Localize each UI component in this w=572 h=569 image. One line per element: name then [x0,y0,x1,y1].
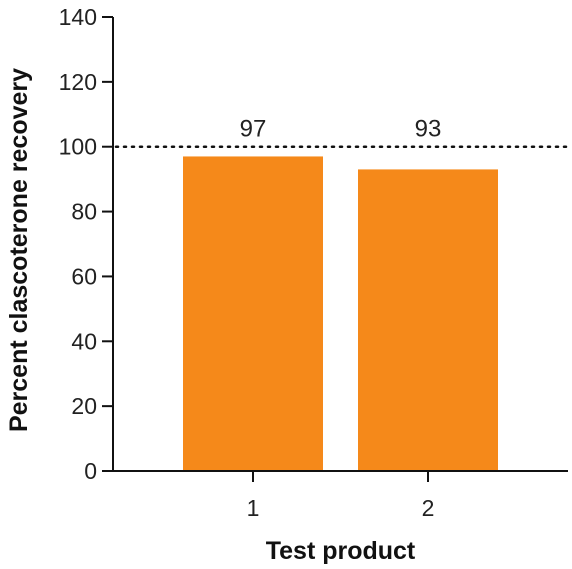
data-label-1: 97 [240,116,267,143]
data-labels: 97 93 [240,116,442,143]
x-axis-title: Test product [266,537,416,565]
bar-2 [358,169,498,471]
y-tick-label: 80 [71,199,97,225]
y-tick-label: 40 [71,328,97,354]
bars [183,156,498,471]
bar-1 [183,156,323,471]
y-tick-label: 60 [71,263,97,289]
y-tick-label: 20 [71,393,97,419]
y-axis-ticks: 0 20 40 60 80 100 120 140 [59,4,113,484]
data-label-2: 93 [415,116,442,143]
y-axis-title: Percent clascoterone recovery [5,68,33,432]
x-tick-label: 1 [247,495,260,521]
x-tick-label: 2 [422,495,435,521]
y-tick-label: 100 [59,134,97,160]
y-tick-label: 120 [59,69,97,95]
y-tick-label: 140 [59,4,97,30]
y-tick-label: 0 [84,458,97,484]
